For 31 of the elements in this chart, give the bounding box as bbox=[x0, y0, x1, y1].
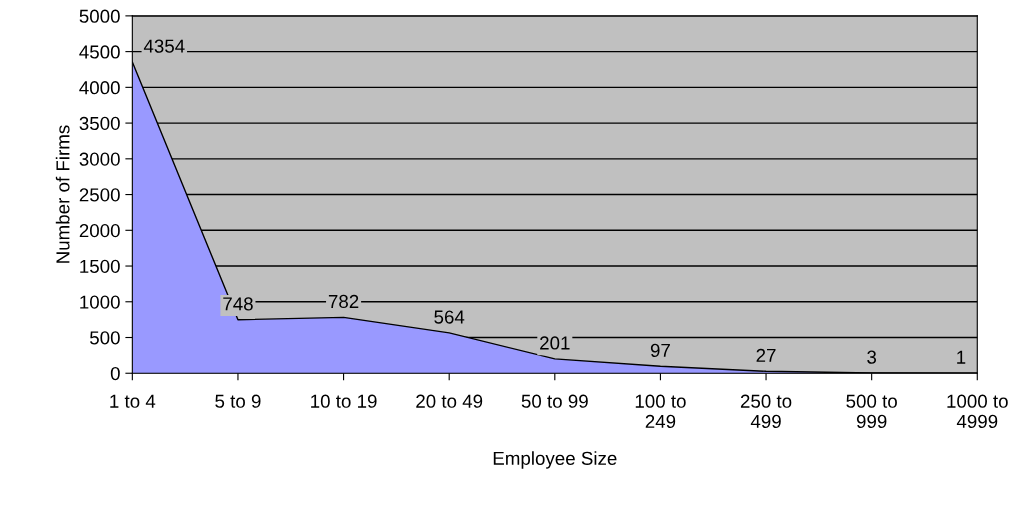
y-tick-label: 500 bbox=[90, 331, 120, 345]
data-label: 564 bbox=[434, 310, 465, 324]
x-tick-label: 10 to 19 bbox=[311, 394, 377, 408]
x-tick-label: 1000 to 4999 bbox=[947, 394, 1008, 429]
data-label: 97 bbox=[650, 343, 670, 358]
x-tick-label: 20 to 49 bbox=[416, 394, 483, 408]
y-tick-label: 4000 bbox=[79, 81, 120, 95]
x-tick-label: 500 to 999 bbox=[846, 394, 897, 429]
x-tick-label: 50 to 99 bbox=[521, 394, 588, 408]
y-tick-label: 1000 bbox=[80, 295, 120, 309]
data-label: 3 bbox=[867, 350, 877, 364]
x-axis-title: Employee Size bbox=[493, 451, 617, 469]
y-tick-label: 2500 bbox=[79, 188, 120, 202]
data-label: 4354 bbox=[143, 39, 185, 53]
data-label: 201 bbox=[540, 336, 570, 350]
y-tick-label: 1500 bbox=[80, 259, 120, 274]
x-tick-label: 250 to 499 bbox=[740, 394, 792, 429]
y-tick-label: 0 bbox=[110, 366, 120, 381]
y-axis-title: Number of Firms bbox=[55, 125, 70, 263]
y-tick-label: 5000 bbox=[79, 9, 120, 23]
y-tick-label: 2000 bbox=[79, 224, 120, 238]
data-label: 1 bbox=[957, 350, 966, 364]
x-tick-label: 100 to 249 bbox=[635, 394, 686, 429]
x-tick-label: 1 to 4 bbox=[110, 394, 156, 408]
x-tick-label: 5 to 9 bbox=[215, 394, 261, 408]
data-label: 782 bbox=[328, 294, 359, 309]
data-label: 27 bbox=[756, 348, 776, 362]
y-tick-label: 3500 bbox=[79, 116, 120, 131]
y-tick-label: 3000 bbox=[79, 152, 120, 166]
data-label: 748 bbox=[223, 297, 253, 311]
y-tick-label: 4500 bbox=[79, 45, 120, 59]
